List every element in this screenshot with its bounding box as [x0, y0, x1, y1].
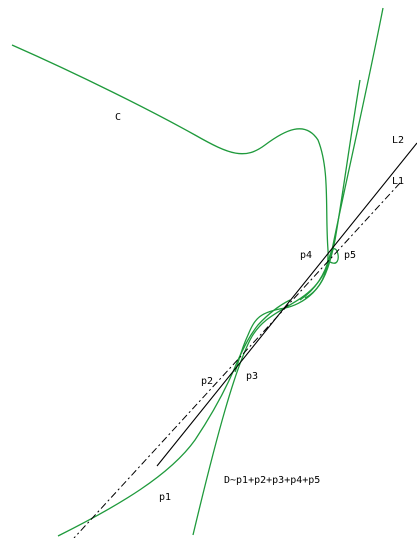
label-p5: p5 — [344, 250, 356, 261]
curve-c-upper-branch — [11, 44, 329, 373]
curve-c-inner-branch — [299, 248, 339, 301]
label-divisor: D~p1+p2+p3+p4+p5 — [224, 475, 320, 486]
curve-c-loop-branch — [304, 79, 361, 299]
label-p2: p2 — [201, 376, 213, 387]
line-l2 — [156, 142, 417, 467]
curve-c-lower-branch — [57, 299, 291, 537]
curve-c-steep-branch — [192, 7, 384, 536]
label-p4: p4 — [300, 250, 312, 261]
label-l1: L1 — [392, 176, 404, 187]
line-l1 — [73, 182, 401, 538]
label-p3: p3 — [246, 371, 258, 382]
label-p1: p1 — [159, 492, 171, 503]
label-l2: L2 — [392, 135, 404, 146]
label-c: C — [115, 112, 121, 123]
